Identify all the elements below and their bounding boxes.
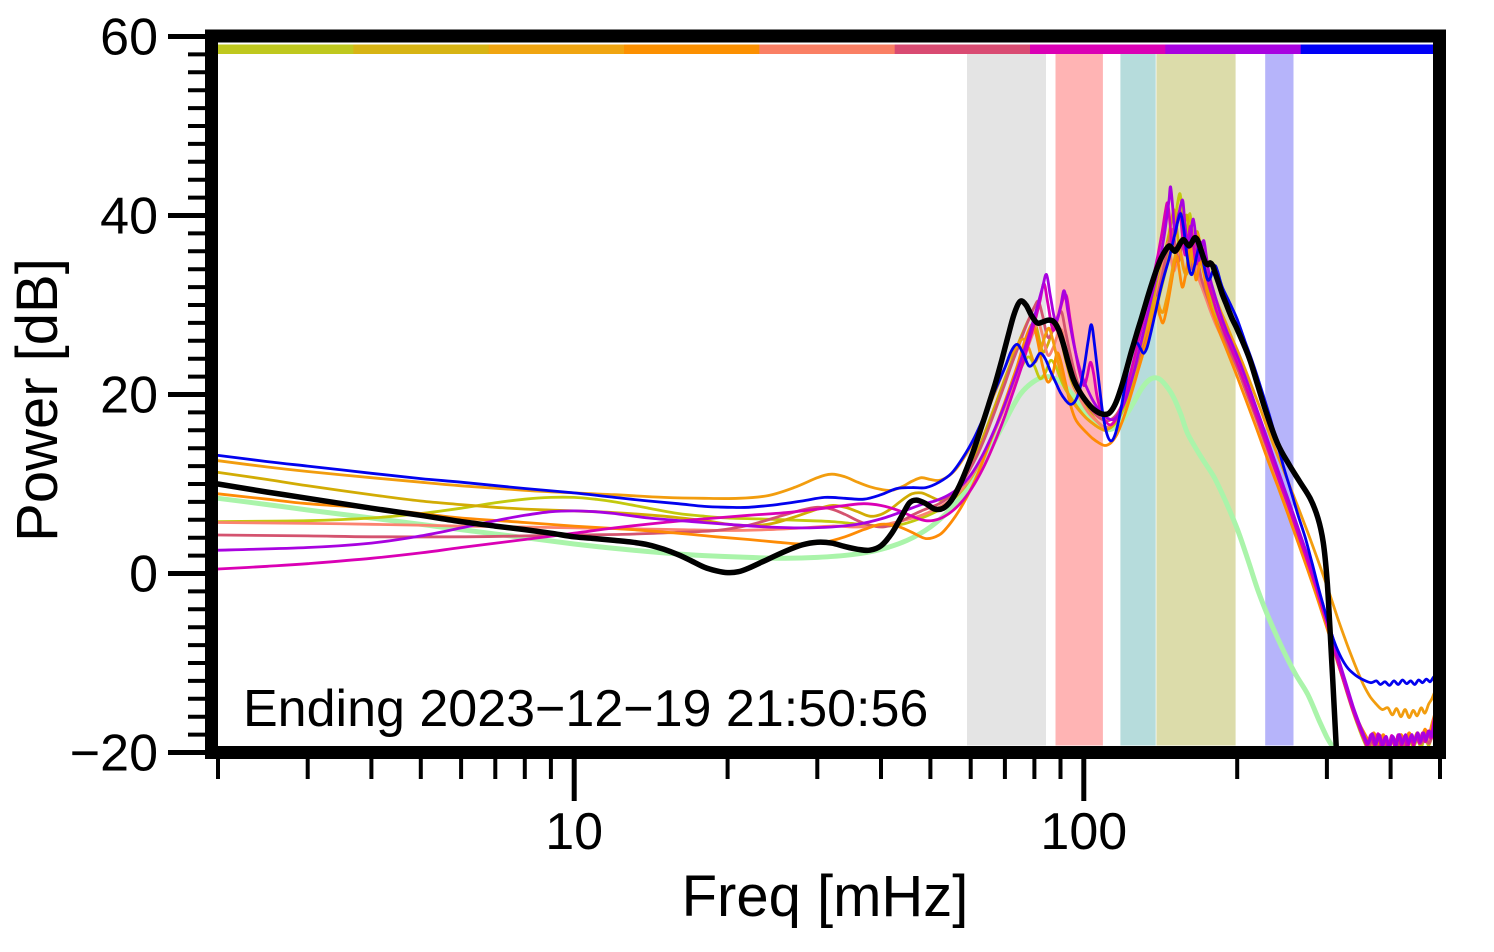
colorbar-segment-5 <box>759 44 896 54</box>
series-segment-blue <box>217 212 1433 687</box>
tick-labels: 60 40 20 0 −20 10 100 <box>70 9 1127 862</box>
colorbar-segment-8 <box>1165 44 1302 54</box>
band-lavender <box>1265 54 1294 746</box>
x-tick-label-100: 100 <box>1040 803 1127 861</box>
frequency-bands <box>967 54 1294 746</box>
x-tick-label-10: 10 <box>545 803 603 861</box>
y-tick-label--20: −20 <box>70 725 158 783</box>
colorbar-segment-7 <box>1030 44 1166 54</box>
colorbar-segment-1 <box>218 44 354 54</box>
plot-frame <box>205 29 1446 759</box>
colorbar-segment-6 <box>894 44 1031 54</box>
series-mean-black <box>217 235 1339 746</box>
y-tick-label-60: 60 <box>100 9 158 67</box>
spectra-curves <box>217 185 1433 746</box>
band-khaki <box>1156 54 1236 746</box>
colorbar-segment-9 <box>1300 44 1437 54</box>
segment-colorbar <box>218 44 1437 54</box>
x-axis-label: Freq [mHz] <box>682 864 969 929</box>
colorbar-segment-3 <box>488 44 625 54</box>
y-tick-label-0: 0 <box>129 546 158 604</box>
ending-timestamp-annotation: Ending 2023−12−19 21:50:56 <box>243 680 928 738</box>
y-axis-label: Power [dB] <box>5 258 70 542</box>
y-tick-label-20: 20 <box>100 367 158 425</box>
colorbar-segment-2 <box>353 44 490 54</box>
colorbar-segment-4 <box>624 44 760 54</box>
y-tick-label-40: 40 <box>100 188 158 246</box>
